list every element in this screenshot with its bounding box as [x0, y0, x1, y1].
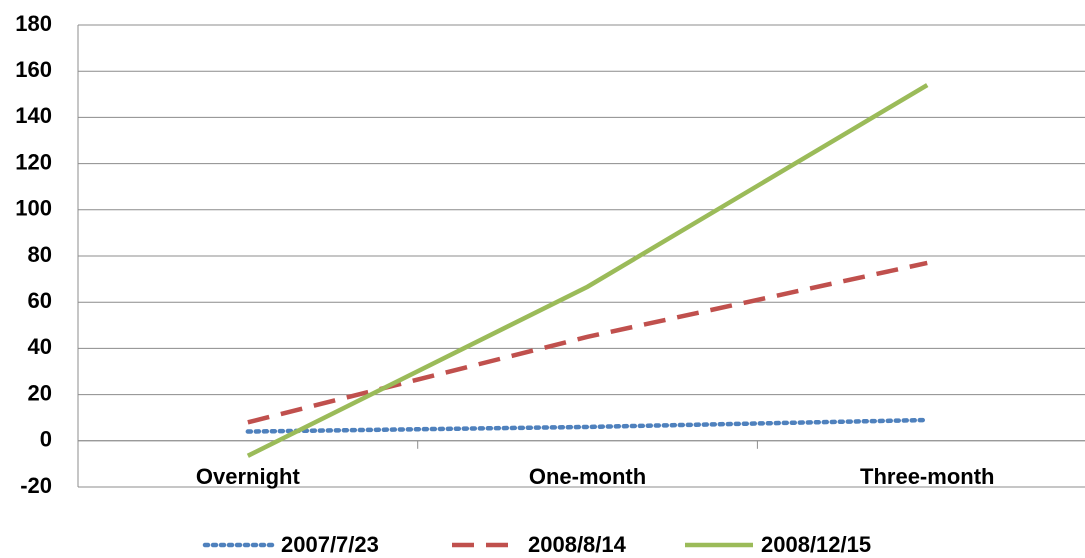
y-tick-label: -20: [20, 473, 52, 498]
y-tick-label: 0: [40, 427, 52, 452]
y-tick-label: 140: [15, 103, 52, 128]
y-tick-label: 60: [28, 288, 52, 313]
y-tick-label: 40: [28, 334, 52, 359]
x-tick-label: One-month: [529, 464, 646, 489]
y-tick-label: 120: [15, 149, 52, 174]
y-tick-label: 80: [28, 242, 52, 267]
series-line: [246, 83, 929, 458]
x-tick-label: Overnight: [196, 464, 301, 489]
legend-label: 2007/7/23: [281, 532, 379, 557]
series-line: [247, 260, 928, 425]
y-tick-label: 20: [28, 380, 52, 405]
y-tick-label: 160: [15, 57, 52, 82]
x-tick-label: Three-month: [860, 464, 994, 489]
series-line: [245, 417, 930, 434]
legend-label: 2008/12/15: [761, 532, 871, 557]
y-tick-label: 100: [15, 196, 52, 221]
legend-label: 2008/8/14: [528, 532, 627, 557]
y-tick-label: 180: [15, 11, 52, 36]
